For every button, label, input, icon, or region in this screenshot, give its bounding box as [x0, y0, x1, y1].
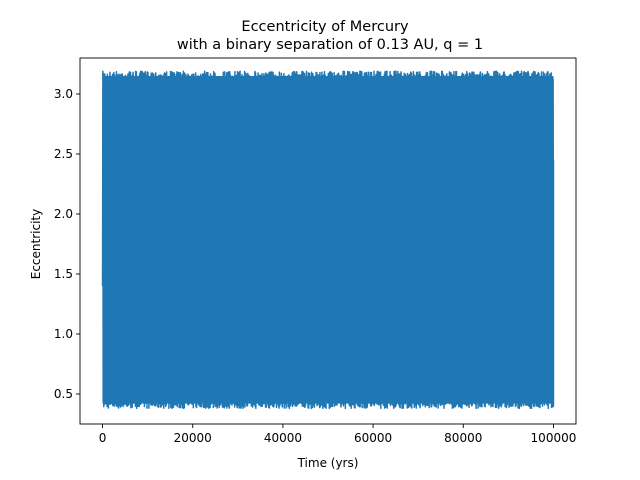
y-tick-label: 1.5: [54, 267, 73, 281]
y-tick-label: 0.5: [54, 387, 73, 401]
y-axis-label: Eccentricity: [29, 209, 43, 279]
x-tick-label: 100000: [531, 431, 577, 445]
y-tick-label: 1.0: [54, 327, 73, 341]
y-tick-label: 2.0: [54, 207, 73, 221]
x-axis-label: Time (yrs): [297, 456, 359, 470]
y-tick-label: 2.5: [54, 147, 73, 161]
y-tick-label: 3.0: [54, 87, 73, 101]
x-tick-label: 60000: [354, 431, 392, 445]
x-tick-label: 0: [99, 431, 107, 445]
x-tick-label: 20000: [174, 431, 212, 445]
x-tick-label: 80000: [444, 431, 482, 445]
x-tick-label: 40000: [264, 431, 302, 445]
plot-area: [101, 70, 555, 410]
chart-title: Eccentricity of Mercury: [241, 19, 409, 35]
chart-subtitle: with a binary separation of 0.13 AU, q =…: [177, 37, 483, 53]
y-axis: 0.5 1.0 1.5 2.0 2.5 3.0: [54, 87, 80, 401]
series-eccentricity-line: [101, 70, 555, 410]
axes-frame: [79, 57, 577, 425]
x-axis: 0 20000 40000 60000 80000 100000: [99, 424, 577, 445]
